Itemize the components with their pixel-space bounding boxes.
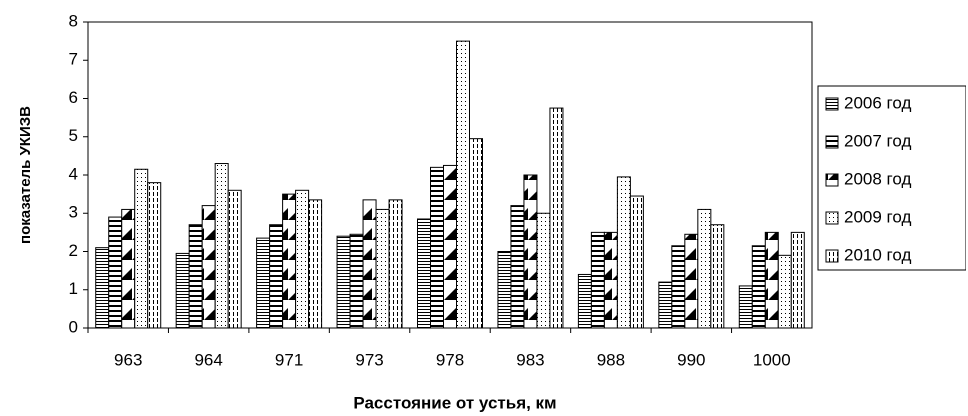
- bar: [616, 176, 631, 329]
- bar: [751, 245, 766, 329]
- bar: [295, 189, 310, 329]
- bar: [456, 40, 470, 329]
- bar: [95, 247, 110, 329]
- x-tick-label: 973: [355, 350, 383, 369]
- legend-label: 2010 год: [844, 245, 911, 264]
- bar: [175, 252, 190, 329]
- bar: [469, 138, 483, 329]
- legend: 2006 год 2007 год 2008 год 2009 год 2010 год: [817, 85, 966, 271]
- bar: [349, 233, 364, 329]
- bar: [443, 164, 457, 329]
- bar: [697, 208, 712, 329]
- y-tick-label: 8: [69, 11, 78, 30]
- bar: [147, 182, 162, 329]
- bar: [710, 224, 725, 329]
- legend-swatch: [825, 97, 839, 111]
- bar: [549, 107, 564, 329]
- bar: [108, 216, 123, 329]
- bar: [590, 231, 605, 329]
- y-tick-label: 7: [69, 50, 78, 69]
- bar: [658, 281, 673, 329]
- legend-label: 2009 год: [844, 207, 911, 226]
- y-tick-label: 4: [69, 164, 78, 183]
- x-tick-label: 971: [275, 350, 303, 369]
- bar: [497, 251, 512, 329]
- y-tick-label: 5: [69, 126, 78, 145]
- bar: [603, 231, 618, 329]
- bar: [430, 166, 444, 329]
- x-axis-label: Расстояние от устья, км: [353, 393, 556, 412]
- y-tick-label: 3: [69, 203, 78, 222]
- bar: [510, 205, 525, 329]
- bar: [269, 224, 284, 329]
- bar: [336, 235, 351, 329]
- x-tick-label: 990: [677, 350, 705, 369]
- x-tick-label: 963: [114, 350, 142, 369]
- bar: [227, 189, 242, 329]
- x-tick-label: 978: [436, 350, 464, 369]
- bar: [201, 205, 216, 329]
- x-tick-label: 983: [516, 350, 544, 369]
- bar: [214, 163, 229, 329]
- legend-swatch: [825, 135, 839, 149]
- y-tick-label: 0: [69, 317, 78, 336]
- x-tick-label: 988: [597, 350, 625, 369]
- bar: [536, 212, 551, 329]
- x-tick-label: 1000: [753, 350, 791, 369]
- y-tick-label: 6: [69, 88, 78, 107]
- bar: [417, 218, 431, 329]
- bar: [790, 231, 805, 329]
- bar: [308, 199, 323, 329]
- legend-label: 2008 год: [844, 169, 911, 188]
- bar: [388, 199, 403, 329]
- legend-label: 2007 год: [844, 131, 911, 150]
- legend-label: 2006 год: [844, 93, 911, 112]
- bar: [738, 285, 753, 329]
- legend-swatch: [825, 173, 839, 187]
- bar: [375, 208, 390, 329]
- bar: [777, 254, 792, 329]
- bar: [121, 208, 136, 329]
- bar: [134, 168, 149, 329]
- bar: [188, 224, 203, 329]
- bar: [577, 273, 592, 329]
- legend-swatch: [825, 249, 839, 263]
- legend-swatch: [825, 211, 839, 225]
- bar: [282, 193, 297, 329]
- bar: [629, 195, 644, 329]
- x-tick-label: 964: [194, 350, 222, 369]
- legend-box: [817, 85, 966, 271]
- bar: [362, 199, 377, 329]
- bar: [523, 174, 538, 329]
- bar: [671, 245, 686, 329]
- y-tick-label: 2: [69, 241, 78, 260]
- bar: [684, 233, 699, 329]
- bar: [764, 231, 779, 329]
- y-tick-label: 1: [69, 279, 78, 298]
- bar: [256, 237, 271, 329]
- y-axis-label: показатель УКИЗВ: [17, 106, 34, 244]
